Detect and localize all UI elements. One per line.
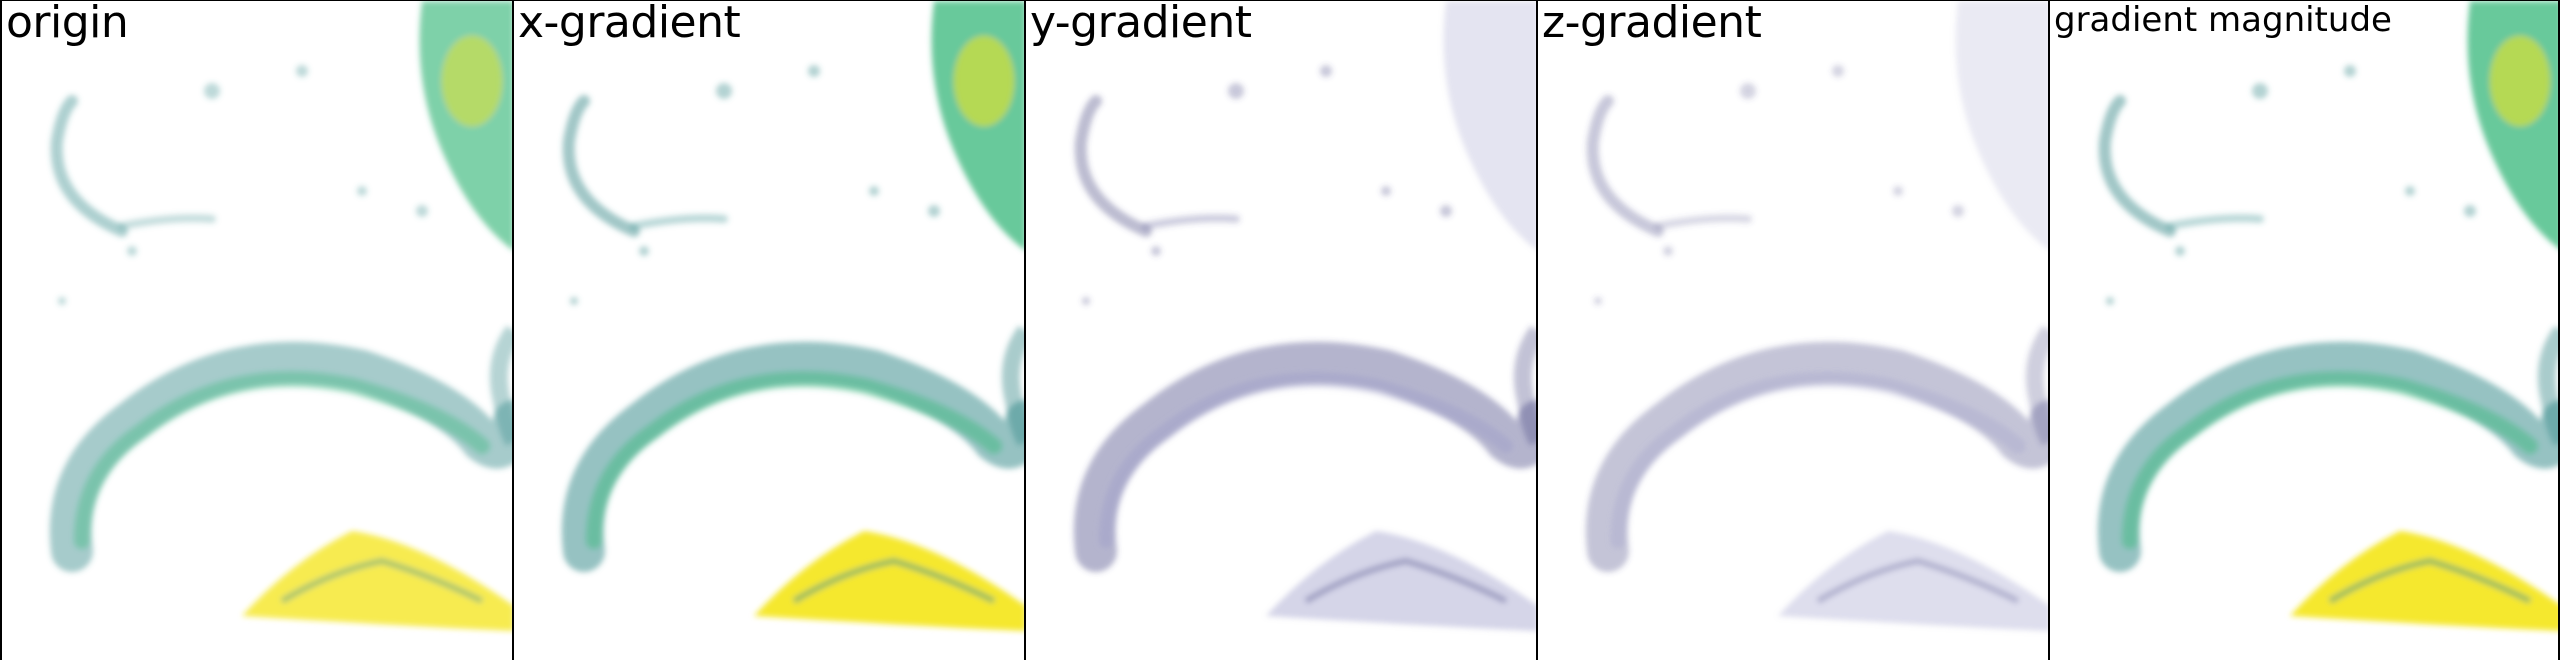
panel-gradient-magnitude: gradient magnitude [2048,0,2560,660]
panel-origin: origin [0,0,512,660]
panel-z-gradient: z-gradient [1536,0,2048,660]
volume-render-y-gradient [1073,1,1536,631]
render-shapes [49,1,512,631]
panel-label-y-gradient: y-gradient [1030,0,1252,48]
render-shapes [561,1,1024,631]
panel-label-x-gradient: x-gradient [518,0,741,48]
panel-y-gradient: y-gradient [1024,0,1536,660]
render-shapes [1585,1,2048,631]
volume-render-z-gradient [1585,1,2048,631]
volume-render-x-gradient [561,1,1024,631]
panel-label-origin: origin [6,0,129,48]
volume-render-origin [49,1,512,631]
panel-label-gradient-magnitude: gradient magnitude [2054,0,2392,40]
render-shapes [2097,1,2558,631]
volume-render-gradient-magnitude [2097,1,2558,631]
render-shapes [1073,1,1536,631]
panel-x-gradient: x-gradient [512,0,1024,660]
panel-label-z-gradient: z-gradient [1542,0,1762,48]
